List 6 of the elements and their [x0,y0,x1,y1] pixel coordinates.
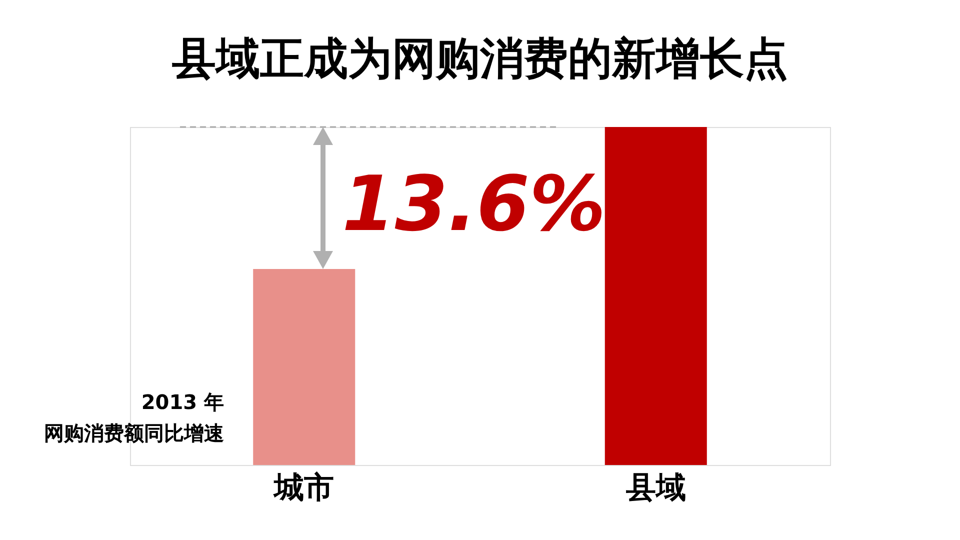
annotation: 网购消费额同比增速 [44,421,224,445]
x-tick-label: 县域 [624,470,686,506]
annotation: 2013 年 [141,390,224,414]
chart-title: 县域正成为网购消费的新增长点 [171,33,788,84]
annotation: 13.6% [342,159,606,248]
x-tick-label: 城市 [272,470,334,506]
